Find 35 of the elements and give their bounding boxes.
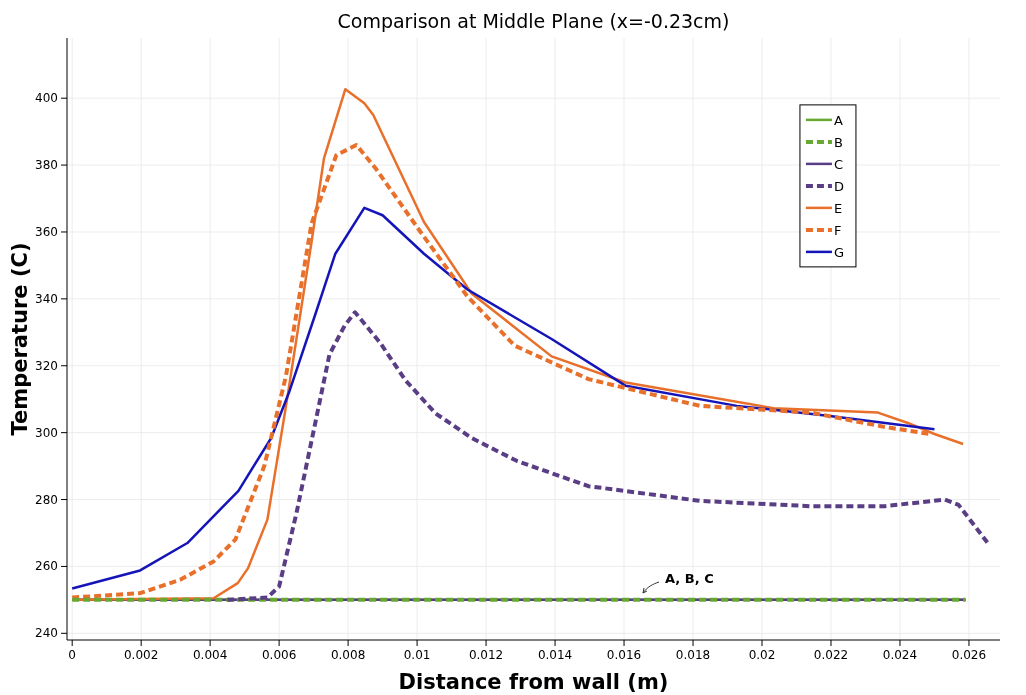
x-tick-label: 0.004 <box>192 648 228 662</box>
x-axis-title: Distance from wall (m) <box>398 670 669 694</box>
legend-label: F <box>833 222 842 238</box>
chart-title: Comparison at Middle Plane (x=-0.23cm) <box>337 10 730 32</box>
legend-label: D <box>833 178 844 194</box>
y-tick-label: 260 <box>35 559 58 574</box>
annotation: A, B, C <box>665 571 714 586</box>
x-tick-label: 0.01 <box>403 648 431 662</box>
y-tick-label: 300 <box>35 425 58 440</box>
x-tick-label: 0.006 <box>261 648 297 662</box>
x-tick-label: 0.018 <box>675 648 711 662</box>
y-tick-label: 280 <box>35 492 58 507</box>
x-tick-label: 0.016 <box>606 648 642 662</box>
x-tick-label: 0.024 <box>882 648 918 662</box>
x-tick-label: 0 <box>68 648 76 662</box>
legend-label: G <box>833 244 845 260</box>
x-tick-label: 0.02 <box>748 648 776 662</box>
x-tick-label: 0.002 <box>123 648 159 662</box>
x-tick-label: 0.022 <box>813 648 849 662</box>
y-tick-label: 360 <box>35 224 58 239</box>
x-tick-label: 0.008 <box>330 648 366 662</box>
x-tick-label: 0.026 <box>951 648 987 662</box>
legend-label: A <box>833 112 843 128</box>
y-tick-label: 320 <box>35 358 58 373</box>
legend-label: C <box>833 156 844 172</box>
y-tick-label: 400 <box>35 91 58 106</box>
legend-label: B <box>833 134 843 150</box>
y-tick-label: 240 <box>35 626 58 641</box>
legend-label: E <box>833 200 843 216</box>
y-tick-label: 380 <box>35 158 58 173</box>
x-tick-label: 0.014 <box>537 648 573 662</box>
x-tick-label: 0.012 <box>468 648 504 662</box>
line-series <box>70 206 936 590</box>
y-axis-title: Temperature (C) <box>8 242 32 436</box>
y-tick-label: 340 <box>35 291 58 306</box>
